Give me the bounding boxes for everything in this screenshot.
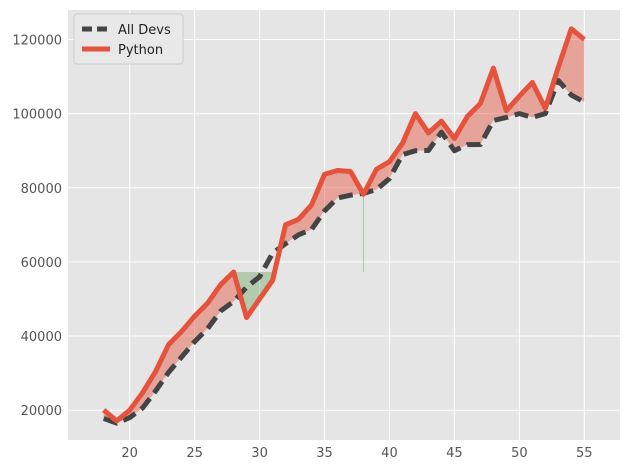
y-tick-label: 80000 (21, 182, 62, 197)
fill-between-areas (103, 28, 585, 424)
x-tick-label: 30 (251, 446, 268, 461)
x-tick-label: 25 (186, 446, 203, 461)
x-tick-label: 40 (381, 446, 398, 461)
plot-background (68, 10, 620, 440)
y-tick-label: 100000 (12, 108, 62, 123)
legend: All Devs Python (73, 13, 184, 65)
series-line-all-devs (102, 78, 586, 426)
fill-below-threshold (233, 271, 273, 318)
x-tick-labels: 20 25 30 35 40 45 50 55 (121, 446, 592, 461)
x-tick-label: 35 (316, 446, 333, 461)
series-line-python (102, 26, 586, 424)
y-tick-label: 40000 (21, 330, 62, 345)
x-tick-label: 55 (576, 446, 593, 461)
x-tick-label: 45 (446, 446, 463, 461)
y-tick-label: 20000 (21, 404, 62, 419)
y-tick-labels: 20000 40000 60000 80000 100000 120000 (12, 33, 62, 419)
x-tick-label: 20 (121, 446, 138, 461)
legend-label-all-devs: All Devs (118, 23, 171, 38)
y-tick-label: 60000 (21, 256, 62, 271)
fill-above-all-devs (103, 28, 585, 424)
series-lines (102, 26, 586, 426)
y-tick-label: 120000 (12, 33, 62, 48)
x-tick-label: 50 (511, 446, 528, 461)
grid-lines (68, 10, 620, 440)
legend-label-python: Python (118, 43, 163, 58)
